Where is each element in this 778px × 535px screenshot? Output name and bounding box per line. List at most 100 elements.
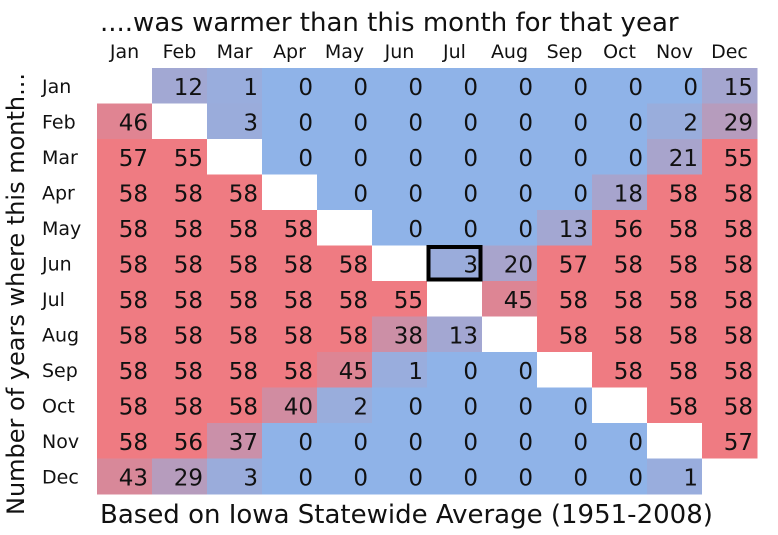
heatmap-cell-sep-aug: [482, 352, 538, 388]
cell-value-oct-feb: 58: [174, 394, 203, 420]
column-label-nov: Nov: [656, 41, 693, 63]
heatmap-cell-aug-oct: [592, 316, 648, 353]
heatmap-cell-jul-apr: [262, 281, 318, 317]
heatmap-cell-apr-aug: [482, 174, 538, 211]
heatmap-cell-may-nov: [647, 210, 703, 246]
cell-value-aug-jun: 38: [394, 323, 423, 349]
cell-value-jan-nov: 0: [683, 75, 698, 101]
heatmap-cell-nov-apr: [262, 423, 318, 459]
cell-value-feb-mar: 3: [243, 110, 258, 136]
cell-value-jun-sep: 57: [559, 252, 588, 278]
row-label-oct: Oct: [42, 395, 75, 417]
column-label-dec: Dec: [711, 41, 748, 63]
heatmap-cell-jan-jan: [97, 68, 153, 104]
cell-value-oct-jul: 0: [463, 394, 478, 420]
heatmap-cell-apr-dec: [702, 174, 758, 211]
heatmap-cell-jun-apr: [262, 245, 318, 282]
column-label-sep: Sep: [547, 41, 583, 63]
cell-value-jul-jan: 58: [119, 288, 148, 314]
heatmap-cell-mar-sep: [537, 139, 593, 175]
column-label-oct: Oct: [603, 41, 636, 63]
cell-value-nov-dec: 57: [724, 430, 753, 456]
heatmap-cell-jun-aug: [482, 245, 538, 282]
cell-value-sep-feb: 58: [174, 359, 203, 385]
cell-value-feb-nov: 2: [683, 110, 698, 136]
heatmap-cell-feb-dec: [702, 103, 758, 140]
cell-value-nov-sep: 0: [573, 430, 588, 456]
cell-value-apr-nov: 58: [669, 181, 698, 207]
heatmap-cell-jun-jun: [372, 245, 428, 282]
heatmap-cell-oct-feb: [152, 387, 208, 424]
heatmap-cell-jan-dec: [702, 68, 758, 104]
row-label-nov: Nov: [42, 431, 79, 453]
cell-value-nov-feb: 56: [174, 430, 203, 456]
cell-value-apr-jan: 58: [119, 181, 148, 207]
cell-value-jul-sep: 58: [559, 288, 588, 314]
heatmap-cell-mar-jan: [97, 139, 153, 175]
heatmap-cell-aug-apr: [262, 316, 318, 353]
cell-value-jun-aug: 20: [504, 252, 533, 278]
heatmap-cell-jan-mar: [207, 68, 263, 104]
heatmap-cell-sep-apr: [262, 352, 318, 388]
heatmap-cell-mar-apr: [262, 139, 318, 175]
heatmap-cell-mar-oct: [592, 139, 648, 175]
heatmap-cell-feb-jul: [427, 103, 483, 140]
column-label-jun: Jun: [384, 41, 415, 63]
cell-value-may-jan: 58: [119, 217, 148, 243]
heatmap-cell-dec-aug: [482, 458, 538, 495]
cell-value-jan-jun: 0: [408, 75, 423, 101]
cell-value-may-jul: 0: [463, 217, 478, 243]
column-label-jan: Jan: [109, 41, 139, 63]
heatmap-cell-jan-apr: [262, 68, 318, 104]
cell-value-jun-feb: 58: [174, 252, 203, 278]
cell-value-feb-sep: 0: [573, 110, 588, 136]
heatmap-cell-mar-aug: [482, 139, 538, 175]
heatmap-cell-sep-jun: [372, 352, 428, 388]
cell-value-apr-feb: 58: [174, 181, 203, 207]
cell-value-may-dec: 58: [724, 217, 753, 243]
heatmap-cell-dec-apr: [262, 458, 318, 495]
heatmap-cell-oct-mar: [207, 387, 263, 424]
column-label-jul: Jul: [442, 41, 466, 63]
heatmap-cell-jan-may: [317, 68, 373, 104]
cell-value-oct-apr: 40: [284, 394, 313, 420]
heatmap-cell-may-jun: [372, 210, 428, 246]
column-label-aug: Aug: [491, 41, 528, 63]
heatmap-cell-apr-apr: [262, 174, 318, 211]
heatmap-cell-oct-dec: [702, 387, 758, 424]
cell-value-jan-feb: 12: [174, 75, 203, 101]
cell-value-feb-aug: 0: [518, 110, 533, 136]
cell-value-aug-oct: 58: [614, 323, 643, 349]
heatmap-cell-feb-oct: [592, 103, 648, 140]
heatmap-cell-jul-feb: [152, 281, 208, 317]
cell-value-apr-jul: 0: [463, 181, 478, 207]
cell-value-may-sep: 13: [559, 217, 588, 243]
heatmap-cell-jan-jul: [427, 68, 483, 104]
cell-value-jul-oct: 58: [614, 288, 643, 314]
cell-value-feb-jun: 0: [408, 110, 423, 136]
cell-value-may-oct: 56: [614, 217, 643, 243]
cell-value-mar-sep: 0: [573, 146, 588, 172]
row-label-feb: Feb: [42, 111, 76, 133]
heatmap-cell-aug-jun: [372, 316, 428, 353]
cell-value-may-nov: 58: [669, 217, 698, 243]
heatmap-cell-jun-dec: [702, 245, 758, 282]
heatmap-cell-mar-jul: [427, 139, 483, 175]
heatmap-cell-apr-oct: [592, 174, 648, 211]
heatmap-cell-may-jul: [427, 210, 483, 246]
heatmap-cell-jun-may: [317, 245, 373, 282]
heatmap-cell-jul-jul: [427, 281, 483, 317]
heatmap-cell-mar-mar: [207, 139, 263, 175]
cell-value-nov-aug: 0: [518, 430, 533, 456]
heatmap-cell-sep-jul: [427, 352, 483, 388]
heatmap-cell-sep-oct: [592, 352, 648, 388]
heatmap-cell-oct-nov: [647, 387, 703, 424]
column-label-mar: Mar: [217, 41, 253, 63]
heatmap-cell-dec-sep: [537, 458, 593, 495]
cell-value-apr-aug: 0: [518, 181, 533, 207]
cell-value-sep-jul: 0: [463, 359, 478, 385]
cell-value-sep-oct: 58: [614, 359, 643, 385]
heatmap-cell-jun-mar: [207, 245, 263, 282]
row-label-mar: Mar: [42, 147, 78, 169]
